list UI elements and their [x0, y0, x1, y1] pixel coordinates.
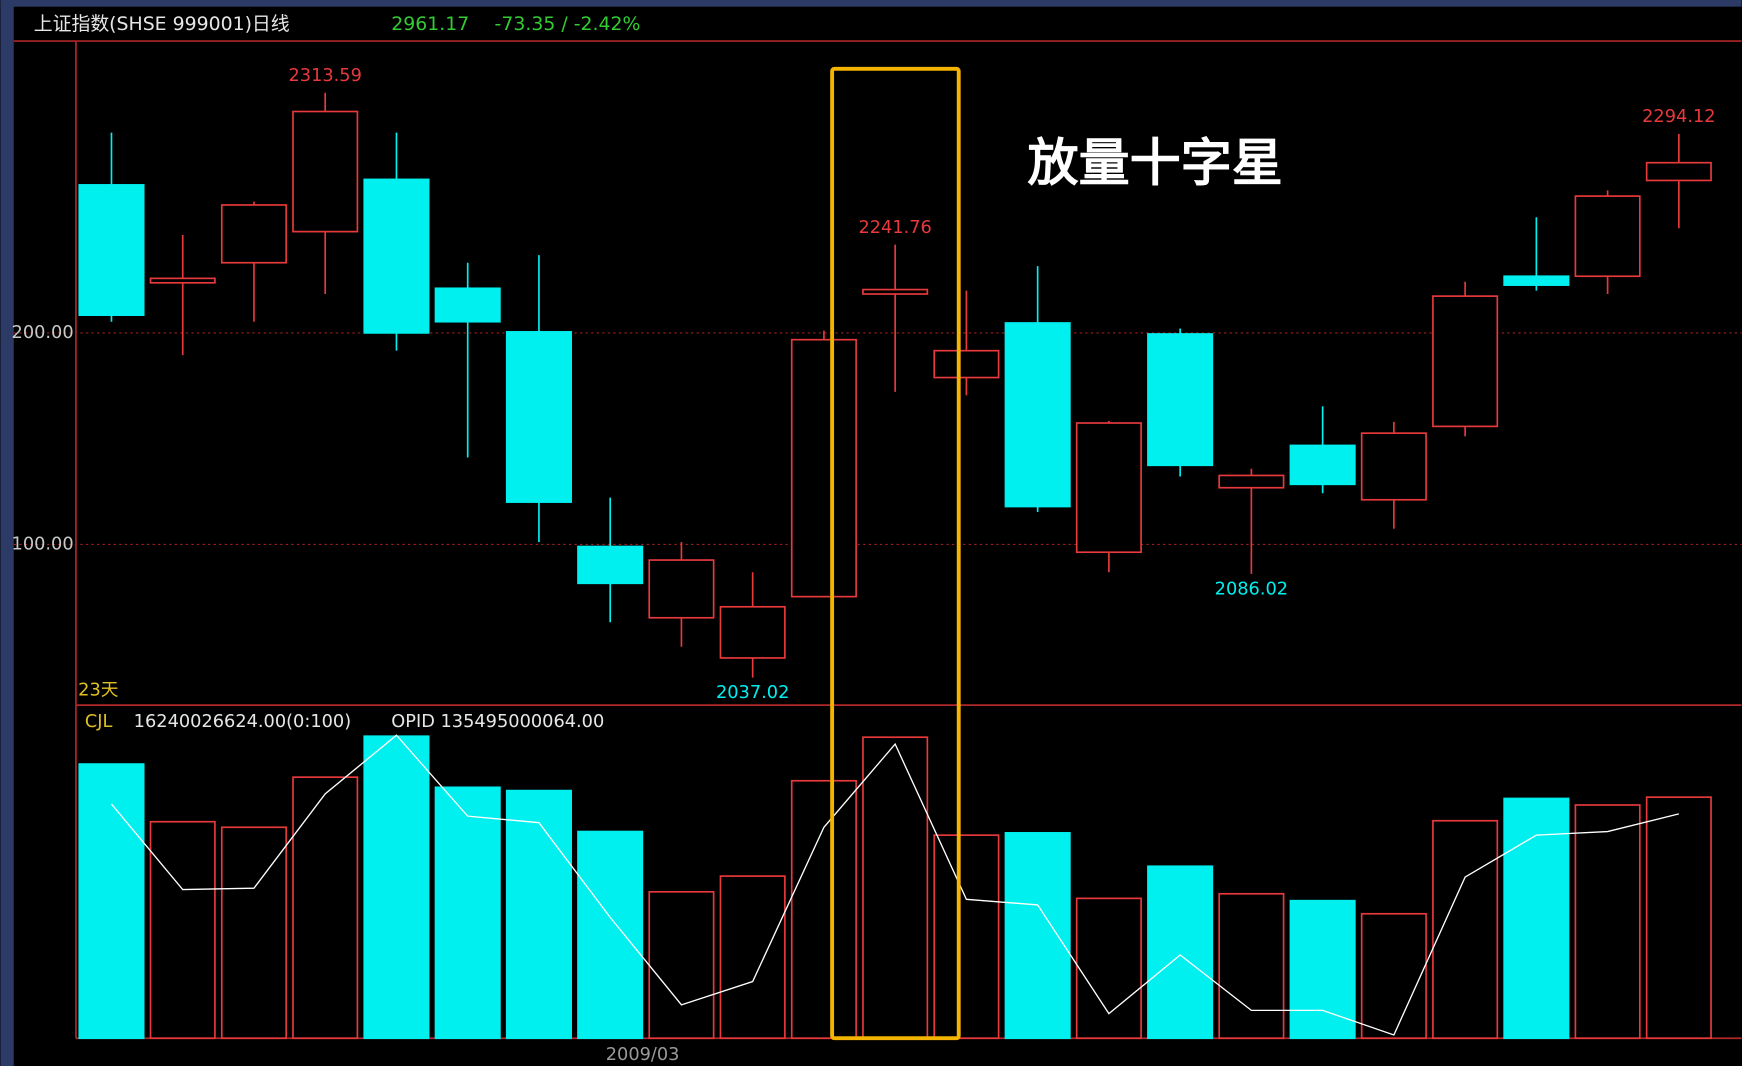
candle-body [1075, 422, 1142, 554]
volume-bar [577, 830, 644, 1040]
candle-body [1645, 161, 1712, 182]
volume-bar [1360, 912, 1427, 1040]
volume-ma-line [110, 734, 1680, 1036]
frame-left [0, 0, 14, 1066]
candle-body [1574, 195, 1641, 278]
volume-bar [220, 826, 287, 1040]
candle-body [292, 110, 359, 233]
volume-bar [1503, 797, 1570, 1040]
candle-body [719, 605, 786, 659]
candle-body [577, 545, 644, 585]
high-label: 2241.76 [858, 218, 931, 238]
candle-body [1503, 275, 1570, 286]
high-label: 2313.59 [289, 66, 362, 86]
volume-bar [790, 779, 857, 1040]
volume-bar [1075, 897, 1142, 1040]
high-label: 2294.12 [1642, 107, 1715, 127]
y-tick-label: 100.00 [12, 534, 74, 554]
volume-info-2: OPID 135495000064.00 [391, 712, 604, 732]
candle-body [933, 349, 1000, 379]
candle-body [1289, 444, 1356, 486]
volume-bar [719, 875, 786, 1040]
candle-body [363, 178, 430, 334]
candle-body [505, 331, 572, 503]
volume-bar [292, 776, 359, 1040]
highlight-box [830, 66, 961, 1041]
candle-body [1432, 295, 1499, 428]
candle-body [1147, 333, 1214, 467]
candle-body [1004, 322, 1071, 508]
candle-body [434, 287, 501, 323]
chart-title: 上证指数(SHSE 999001)日线 [34, 13, 290, 35]
volume-bar [78, 763, 145, 1040]
volume-bar [1432, 819, 1499, 1040]
frame-top [0, 0, 1742, 7]
price: 2961.17 [391, 13, 469, 35]
volume-bar [1574, 804, 1641, 1040]
volume-bar [1289, 899, 1356, 1040]
volume-bar [1218, 892, 1285, 1040]
annotation: 放量十字星 [1028, 135, 1283, 194]
volume-bar [149, 820, 216, 1040]
candle-body [149, 277, 216, 284]
volume-bar [1147, 865, 1214, 1040]
volume-bar [505, 789, 572, 1040]
candle-body [1218, 474, 1285, 489]
candle-body [648, 559, 715, 619]
volume-bar [933, 834, 1000, 1040]
x-tick-label: 2009/03 [606, 1045, 680, 1065]
low-label: 2037.02 [716, 683, 789, 703]
candle-body [78, 184, 145, 316]
candle-body [220, 204, 287, 264]
candle-body [862, 288, 929, 295]
volume-title: CJL [85, 712, 113, 732]
volume-info: 16240026624.00(0:100) [134, 712, 351, 732]
candle-body [1360, 432, 1427, 501]
candle-body [790, 338, 857, 598]
volume-bar [1004, 832, 1071, 1040]
volume-bar [1645, 796, 1712, 1040]
period-label: 23天 [78, 681, 119, 701]
low-label: 2086.02 [1215, 580, 1288, 600]
volume-bar [434, 786, 501, 1040]
y-tick-label: 200.00 [12, 323, 74, 343]
volume-bar [363, 735, 430, 1040]
price-change: -73.35 / -2.42% [495, 13, 641, 35]
